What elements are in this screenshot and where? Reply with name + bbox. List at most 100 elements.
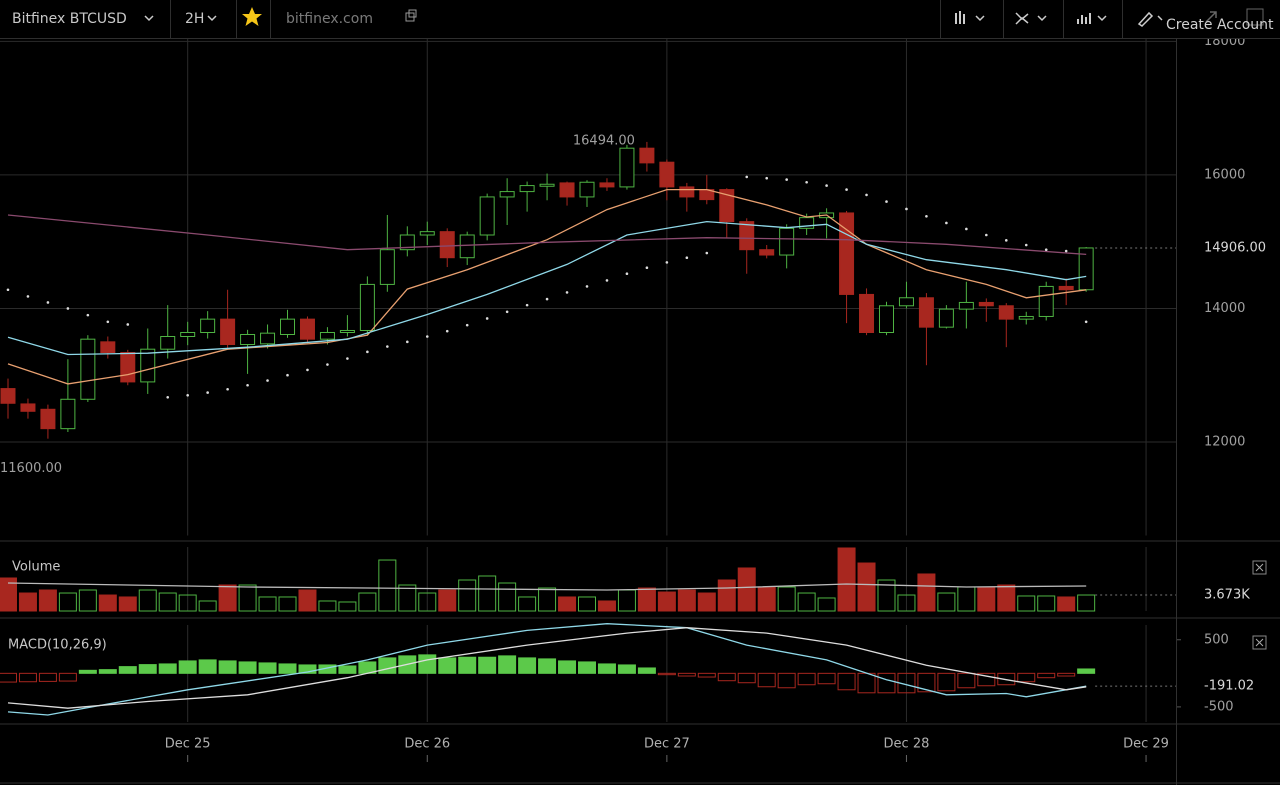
- pencil-icon: [1137, 11, 1154, 27]
- macd-histogram-bar: [757, 672, 776, 688]
- candle-body: [958, 301, 974, 310]
- macd-histogram-bar: [278, 663, 297, 674]
- indicators-button[interactable]: [1015, 12, 1047, 25]
- close-macd-pane[interactable]: [1252, 635, 1267, 650]
- symbol[interactable]: Bitfinex BTCUSD: [12, 11, 127, 27]
- volume-bar: [997, 584, 1016, 612]
- macd-histogram-bar: [977, 672, 996, 687]
- site-link[interactable]: bitfinex.com: [286, 9, 417, 27]
- close-volume-pane[interactable]: [1252, 560, 1267, 575]
- volume-bar: [897, 594, 916, 612]
- sar-dot: [206, 391, 209, 394]
- volume-bar: [1057, 596, 1076, 612]
- macd-histogram-bar: [637, 667, 656, 674]
- volume-bar: [697, 592, 716, 612]
- last-value-label: 14906.00: [1204, 240, 1266, 255]
- sar-dot: [785, 178, 788, 181]
- volume-bar: [338, 601, 357, 612]
- volume-bar: [298, 589, 317, 612]
- candle-body: [898, 297, 914, 307]
- candle-body: [479, 196, 495, 236]
- sar-dot: [605, 279, 609, 282]
- sar-dot: [545, 297, 549, 301]
- macd-histogram-bar: [458, 656, 477, 674]
- snapshot-icon[interactable]: [1246, 8, 1264, 26]
- interval[interactable]: 2H: [185, 11, 204, 27]
- volume-bar: [378, 559, 397, 612]
- x-tick-label: Dec 27: [644, 737, 690, 752]
- chevron: [1097, 15, 1107, 22]
- sar-dot: [1044, 248, 1048, 251]
- candle-body: [439, 231, 455, 259]
- sar-dot: [246, 383, 249, 387]
- candle-body: [60, 398, 76, 430]
- macd-histogram-bar: [657, 672, 676, 676]
- sar-dot: [326, 363, 329, 366]
- symbol-selector[interactable]: Bitfinex BTCUSD: [12, 11, 154, 27]
- macd-histogram-bar: [18, 672, 37, 683]
- macd-histogram-bar: [997, 672, 1016, 686]
- volume-bar: [737, 567, 756, 612]
- volume-bar: [677, 589, 696, 612]
- macd-histogram-bar: [1057, 672, 1076, 677]
- macd-histogram-bar: [498, 655, 517, 674]
- volume-bar: [1017, 595, 1036, 612]
- sar-dot: [965, 227, 968, 231]
- volume-bar: [717, 579, 736, 612]
- favorite-star[interactable]: [242, 7, 262, 26]
- sar-dot: [6, 288, 10, 292]
- candle-body: [978, 301, 994, 307]
- candle-body: [140, 348, 156, 383]
- volume-bar: [318, 600, 337, 612]
- candle-body: [100, 341, 116, 354]
- volume-bar: [597, 600, 616, 612]
- candle-body: [878, 305, 894, 333]
- sar-dot: [745, 175, 749, 179]
- y-tick-label: 14000: [1204, 301, 1245, 316]
- sar-dot: [845, 188, 848, 191]
- sar-dot: [985, 233, 988, 237]
- macd-histogram-bar: [538, 658, 557, 674]
- candle-body: [679, 186, 695, 198]
- sar-dot: [465, 323, 469, 327]
- macd-histogram-bar: [138, 664, 157, 674]
- candle-body: [539, 183, 555, 187]
- macd-histogram-bar: [597, 663, 616, 674]
- volume-bar: [937, 592, 956, 612]
- macd-histogram-bar: [777, 672, 796, 689]
- sar-dot: [945, 221, 948, 225]
- compare-button[interactable]: [1077, 13, 1107, 24]
- macd-histogram-bar: [38, 672, 57, 682]
- draw-button[interactable]: [1137, 11, 1163, 27]
- fullscreen-icon[interactable]: [1205, 11, 1217, 23]
- x-tick-label: Dec 26: [404, 737, 450, 752]
- candle-body: [1038, 285, 1054, 317]
- macd-histogram-bar: [877, 672, 896, 694]
- candle-body: [280, 318, 296, 335]
- interval-selector[interactable]: 2H: [185, 11, 217, 27]
- macd-histogram-bar: [677, 672, 696, 677]
- macd-histogram-bar: [0, 672, 17, 683]
- candles-icon: [955, 11, 965, 24]
- close-button[interactable]: [1252, 560, 1267, 575]
- chart-style-button[interactable]: [955, 11, 985, 24]
- sar-dot: [625, 272, 629, 276]
- volume-bar: [977, 586, 996, 612]
- volume-bar: [0, 577, 17, 612]
- macd-histogram-bar: [697, 672, 716, 678]
- sar-dot: [885, 200, 888, 203]
- indicator-line: [7, 623, 1087, 716]
- candle-body: [299, 318, 315, 340]
- external-link-icon: [408, 9, 417, 18]
- indicator-line: [7, 582, 1087, 591]
- site[interactable]: bitfinex.com: [286, 11, 373, 27]
- macd-histogram-bar: [238, 661, 257, 674]
- candle-body: [399, 234, 415, 251]
- close-button[interactable]: [1252, 635, 1267, 650]
- volume-bar: [258, 596, 277, 612]
- plot-area: 1800016000140001200016494.0011600.001490…: [0, 34, 1266, 762]
- y-tick-label: -500: [1204, 699, 1234, 714]
- y-tick-label: 16000: [1204, 167, 1245, 182]
- create-account[interactable]: Create Account: [1166, 17, 1274, 33]
